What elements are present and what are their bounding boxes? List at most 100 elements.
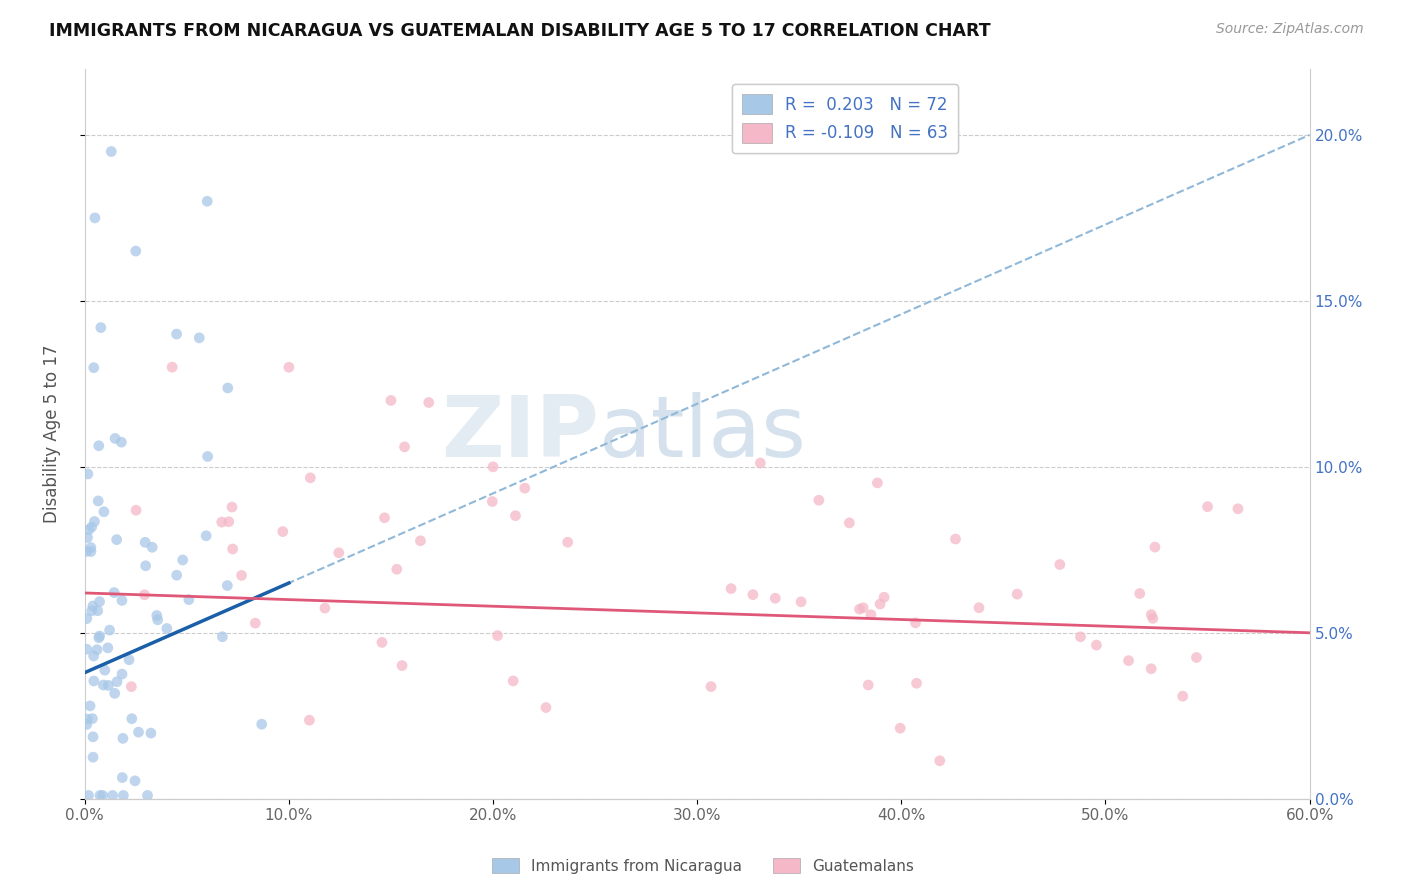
Point — [100, 145, 122, 159]
Point — [139, 726, 162, 740]
Point — [409, 533, 432, 548]
Point — [505, 508, 527, 523]
Point — [86, 642, 108, 657]
Point — [89, 789, 111, 803]
Point — [482, 459, 505, 474]
Point — [218, 515, 240, 529]
Point — [720, 582, 742, 596]
Point — [76, 717, 98, 731]
Point — [82, 712, 104, 726]
Point — [76, 642, 98, 657]
Point — [124, 773, 146, 788]
Point — [80, 544, 103, 558]
Point — [111, 771, 134, 785]
Point — [83, 648, 105, 663]
Point — [91, 789, 114, 803]
Point — [128, 725, 150, 739]
Point — [967, 600, 990, 615]
Point — [195, 194, 218, 209]
Point — [83, 515, 105, 529]
Point — [104, 432, 127, 446]
Point — [807, 493, 830, 508]
Point — [1129, 586, 1152, 600]
Point — [1070, 630, 1092, 644]
Point — [86, 604, 108, 618]
Point — [121, 712, 143, 726]
Point — [1185, 650, 1208, 665]
Point — [76, 544, 98, 558]
Point — [125, 244, 148, 258]
Point — [111, 667, 134, 681]
Point — [97, 640, 120, 655]
Point — [111, 593, 134, 607]
Point — [221, 500, 243, 514]
Point — [94, 663, 117, 677]
Point — [298, 713, 321, 727]
Point — [177, 592, 200, 607]
Text: atlas: atlas — [599, 392, 807, 475]
Point — [93, 505, 115, 519]
Point — [118, 653, 141, 667]
Point — [90, 320, 112, 334]
Point — [156, 622, 179, 636]
Point — [889, 721, 911, 735]
Point — [77, 467, 100, 481]
Point — [314, 601, 336, 615]
Point — [111, 731, 134, 746]
Text: IMMIGRANTS FROM NICARAGUA VS GUATEMALAN DISABILITY AGE 5 TO 17 CORRELATION CHART: IMMIGRANTS FROM NICARAGUA VS GUATEMALAN … — [49, 22, 991, 40]
Point — [486, 629, 509, 643]
Point — [120, 680, 142, 694]
Text: Source: ZipAtlas.com: Source: ZipAtlas.com — [1216, 22, 1364, 37]
Point — [271, 524, 294, 539]
Point — [866, 475, 889, 490]
Point — [749, 456, 772, 470]
Point — [80, 604, 103, 618]
Point — [391, 658, 413, 673]
Point — [211, 515, 233, 529]
Point — [373, 510, 395, 524]
Point — [89, 629, 111, 643]
Point — [110, 435, 132, 450]
Point — [385, 562, 408, 576]
Point — [112, 789, 135, 803]
Point — [848, 602, 870, 616]
Point — [1171, 689, 1194, 703]
Point — [1143, 540, 1166, 554]
Point — [838, 516, 860, 530]
Point — [873, 591, 896, 605]
Point — [534, 700, 557, 714]
Point — [299, 471, 322, 485]
Point — [852, 600, 875, 615]
Point — [188, 331, 211, 345]
Point — [211, 630, 233, 644]
Point — [80, 541, 103, 555]
Point — [125, 503, 148, 517]
Point — [790, 595, 813, 609]
Text: ZIP: ZIP — [441, 392, 599, 475]
Point — [197, 450, 219, 464]
Point — [98, 623, 121, 637]
Point — [371, 635, 394, 649]
Point — [87, 631, 110, 645]
Point — [76, 712, 98, 726]
Point — [1118, 654, 1140, 668]
Point — [97, 678, 120, 692]
Point — [166, 568, 188, 582]
Point — [217, 381, 239, 395]
Point — [172, 553, 194, 567]
Point — [83, 360, 105, 375]
Point — [380, 393, 402, 408]
Point — [82, 750, 104, 764]
Point — [93, 678, 115, 692]
Point — [105, 674, 128, 689]
Point — [700, 680, 723, 694]
Point — [136, 789, 159, 803]
Legend: R =  0.203   N = 72, R = -0.109   N = 63: R = 0.203 N = 72, R = -0.109 N = 63 — [733, 84, 959, 153]
Point — [160, 360, 183, 375]
Point — [250, 717, 273, 731]
Point — [869, 597, 891, 611]
Point — [146, 613, 169, 627]
Y-axis label: Disability Age 5 to 17: Disability Age 5 to 17 — [44, 344, 60, 523]
Point — [221, 541, 243, 556]
Point — [277, 360, 299, 375]
